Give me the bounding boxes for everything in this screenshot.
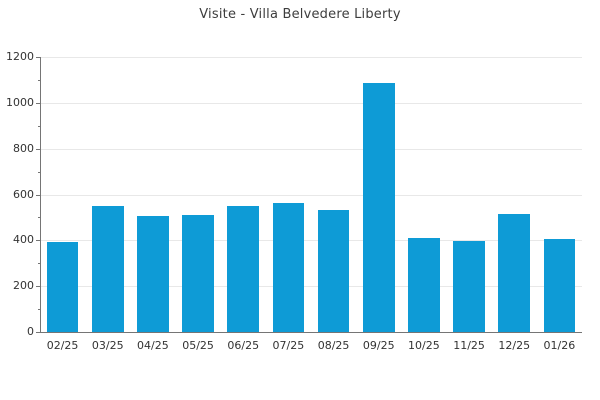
x-tick-label: 03/25 xyxy=(91,339,124,352)
y-axis xyxy=(40,57,41,333)
y-major-tick xyxy=(36,57,40,58)
y-minor-tick xyxy=(38,217,40,219)
bar xyxy=(317,209,350,332)
y-tick-label: 1000 xyxy=(6,95,34,109)
bar xyxy=(46,242,79,332)
gridline xyxy=(40,286,582,288)
y-minor-tick xyxy=(38,263,40,265)
gridline xyxy=(40,102,582,104)
y-tick-label: 0 xyxy=(27,325,34,338)
y-tick-label: 1200 xyxy=(6,50,34,63)
x-tick-label: 08/25 xyxy=(317,339,350,352)
y-minor-tick xyxy=(38,125,40,127)
x-tick-label: 10/25 xyxy=(408,339,440,352)
x-tick-label: 06/25 xyxy=(227,339,260,352)
plot-area xyxy=(40,57,582,332)
gridline xyxy=(40,57,582,58)
y-tick-label: 600 xyxy=(13,187,34,201)
y-tick-label: 200 xyxy=(13,279,34,293)
y-tick-label: 800 xyxy=(13,141,34,155)
y-minor-tick xyxy=(38,309,40,311)
x-axis xyxy=(40,332,582,333)
y-major-tick xyxy=(36,286,40,288)
y-minor-tick xyxy=(38,171,40,173)
chart-title: Visite - Villa Belvedere Liberty xyxy=(199,7,401,22)
bar xyxy=(137,216,169,332)
y-minor-tick xyxy=(38,79,40,81)
x-tick-label: 02/25 xyxy=(46,339,79,352)
x-tick-label: 11/25 xyxy=(453,339,485,352)
x-tick-label: 12/25 xyxy=(498,339,531,352)
x-tick-label: 01/26 xyxy=(543,339,576,352)
bar xyxy=(362,83,395,332)
y-major-tick xyxy=(36,194,40,196)
x-tick-label: 05/25 xyxy=(182,339,214,352)
gridline xyxy=(40,240,582,242)
y-major-tick xyxy=(36,240,40,242)
bar xyxy=(453,240,485,332)
bar xyxy=(227,205,260,332)
x-tick-label: 09/25 xyxy=(362,339,395,352)
bar xyxy=(91,206,124,332)
bar xyxy=(498,214,531,332)
y-major-tick xyxy=(36,102,40,104)
x-tick-label: 07/25 xyxy=(272,339,305,352)
y-major-tick xyxy=(36,148,40,150)
y-major-tick xyxy=(36,332,40,333)
y-tick-label: 400 xyxy=(13,233,34,247)
gridline xyxy=(40,194,582,196)
bar xyxy=(543,239,576,332)
gridline xyxy=(40,148,582,150)
bar xyxy=(408,238,440,332)
bar xyxy=(182,215,214,332)
x-tick-label: 04/25 xyxy=(137,339,169,352)
bar xyxy=(272,203,305,332)
